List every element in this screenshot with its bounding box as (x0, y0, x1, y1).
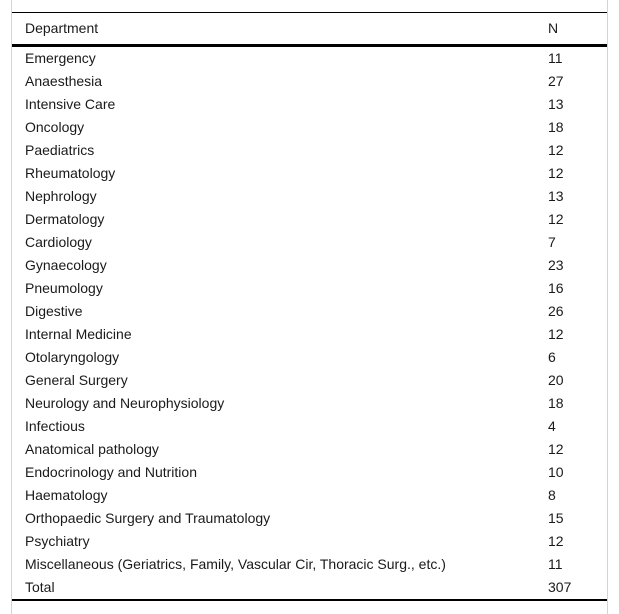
n-cell: 26 (548, 303, 564, 319)
n-cell: 4 (548, 418, 556, 434)
table-row: Otolaryngology 6 (12, 346, 607, 369)
department-table: Department N Emergency 11 Anaesthesia 27… (11, 0, 608, 614)
department-cell: Paediatrics (25, 142, 95, 158)
table-row: Miscellaneous (Geriatrics, Family, Vascu… (12, 553, 607, 576)
table-row: Anaesthesia 27 (12, 70, 607, 93)
n-cell: 11 (548, 50, 563, 66)
n-cell: 15 (548, 510, 564, 526)
n-cell: 10 (548, 464, 564, 480)
table-row: Cardiology 7 (12, 231, 607, 254)
table-row: Orthopaedic Surgery and Traumatology 15 (12, 507, 607, 530)
department-cell: Total (25, 579, 55, 595)
table-row: Emergency 11 (12, 47, 607, 70)
n-cell: 16 (548, 280, 564, 296)
table-row: Oncology 18 (12, 116, 607, 139)
department-cell: Digestive (25, 303, 83, 319)
n-cell: 20 (548, 372, 564, 388)
department-cell: Cardiology (25, 234, 92, 250)
n-cell: 12 (548, 533, 564, 549)
department-cell: Intensive Care (25, 96, 116, 112)
n-cell: 6 (548, 349, 556, 365)
table-row: Psychiatry 12 (12, 530, 607, 553)
n-cell: 8 (548, 487, 556, 503)
table-row: General Surgery 20 (12, 369, 607, 392)
table-row: Haematology 8 (12, 484, 607, 507)
department-cell: Anatomical pathology (25, 441, 159, 457)
n-cell: 12 (548, 211, 564, 227)
table-rows: Emergency 11 Anaesthesia 27 Intensive Ca… (12, 47, 607, 601)
n-cell: 12 (548, 142, 564, 158)
table-row: Rheumatology 12 (12, 162, 607, 185)
n-cell: 27 (548, 73, 564, 89)
department-cell: Pneumology (25, 280, 103, 296)
n-cell: 13 (548, 188, 564, 204)
department-cell: Emergency (25, 50, 96, 66)
department-cell: Haematology (25, 487, 108, 503)
department-cell: Oncology (25, 119, 85, 135)
n-cell: 18 (548, 395, 564, 411)
table-row: Infectious 4 (12, 415, 607, 438)
n-cell: 12 (548, 441, 564, 457)
department-cell: Psychiatry (25, 533, 90, 549)
department-cell: Otolaryngology (25, 349, 120, 365)
table-row: Nephrology 13 (12, 185, 607, 208)
n-cell: 307 (548, 579, 572, 595)
table-row: Neurology and Neurophysiology 18 (12, 392, 607, 415)
n-cell: 12 (548, 326, 564, 342)
table-row: Intensive Care 13 (12, 93, 607, 116)
department-cell: Neurology and Neurophysiology (25, 395, 225, 411)
n-cell: 13 (548, 96, 564, 112)
n-cell: 11 (548, 556, 563, 572)
department-cell: Miscellaneous (Geriatrics, Family, Vascu… (25, 556, 446, 572)
table-header-row: Department N (12, 12, 607, 47)
department-cell: Gynaecology (25, 257, 107, 273)
department-cell: Rheumatology (25, 165, 116, 181)
n-cell: 12 (548, 165, 564, 181)
table-row: Internal Medicine 12 (12, 323, 607, 346)
column-header-department: Department (25, 20, 99, 37)
n-cell: 7 (548, 234, 556, 250)
department-cell: Orthopaedic Surgery and Traumatology (25, 510, 271, 526)
department-cell: Internal Medicine (25, 326, 132, 342)
department-cell: Anaesthesia (25, 73, 103, 89)
table-row: Digestive 26 (12, 300, 607, 323)
table-row: Dermatology 12 (12, 208, 607, 231)
table-row: Paediatrics 12 (12, 139, 607, 162)
department-cell: Dermatology (25, 211, 105, 227)
department-cell: Infectious (25, 418, 85, 434)
total-row: Total 307 (12, 576, 607, 599)
table-row: Endocrinology and Nutrition 10 (12, 461, 607, 484)
table-row: Pneumology 16 (12, 277, 607, 300)
department-cell: General Surgery (25, 372, 128, 388)
n-cell: 23 (548, 257, 564, 273)
department-cell: Endocrinology and Nutrition (25, 464, 197, 480)
column-header-n: N (548, 20, 559, 37)
n-cell: 18 (548, 119, 564, 135)
table-row: Anatomical pathology 12 (12, 438, 607, 461)
department-cell: Nephrology (25, 188, 97, 204)
table-row: Gynaecology 23 (12, 254, 607, 277)
